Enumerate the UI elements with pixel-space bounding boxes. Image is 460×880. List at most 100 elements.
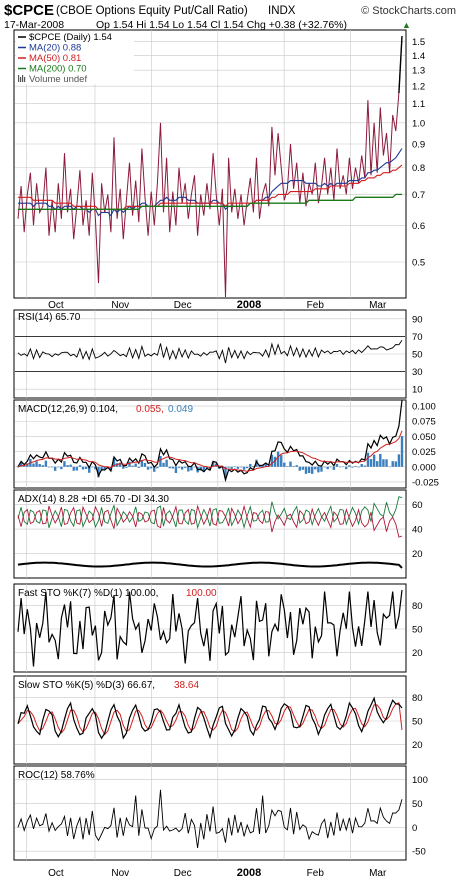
macd-histogram-bar [60,466,63,470]
macd-histogram-bar [301,466,305,470]
macd-histogram-bar [379,453,382,467]
macd-histogram-bar [165,459,168,467]
macd-histogram-bar [19,462,23,467]
macd-histogram-bar [382,459,385,467]
fast-sto-tick-label: 80 [412,601,423,612]
macd-histogram-bar [252,466,255,467]
macd-histogram-bar [323,466,326,468]
macd-histogram-bar [50,466,54,468]
macd-histogram-bar [298,466,302,471]
macd-histogram-bar [233,466,236,468]
macd-histogram-bar [400,436,404,467]
macd-histogram-bar [245,466,249,469]
rsi-tick-label: 50 [412,350,423,361]
macd-label: MACD(12,26,9) 0.104, [18,404,118,415]
macd-histogram-bar [156,466,159,469]
macd-histogram-bar [202,466,206,473]
macd-histogram-bar [208,466,212,470]
fast-sto-k-line [17,589,403,667]
adx-panel [13,489,407,579]
macd-histogram-bar [320,466,323,472]
macd-histogram-bar [125,466,128,468]
month-label: Oct [48,868,64,879]
exchange: INDX [268,5,296,17]
macd-histogram-bar [174,466,178,474]
macd-histogram-bar [385,459,388,467]
macd-histogram-bar [360,464,363,467]
slow-sto-tick-label: 50 [412,717,423,728]
legend-entry: $CPCE (Daily) 1.54 [29,32,112,43]
macd-histogram-bar [53,466,57,471]
month-label: Feb [307,868,325,879]
macd-histogram-bar [351,466,354,468]
roc-line [17,789,403,848]
macd-histogram-bar [103,466,106,471]
legend-volume-bars-icon [22,75,24,82]
macd-signal-label: 0.055, [136,404,164,415]
macd-histogram-bar [227,466,230,468]
macd-histogram-bar [314,466,317,470]
macd-histogram-bar [211,461,215,467]
macd-histogram-bar [118,462,122,467]
rsi-panel [13,309,407,399]
macd-histogram-bar [280,455,283,467]
price-tick-label: 1.3 [412,66,425,77]
macd-histogram-bar [391,461,394,467]
adx-label: ADX(14) 8.28 +DI 65.70 -DI 34.30 [18,494,169,505]
plus-di-line [17,496,403,530]
macd-tick-label: 0.050 [412,432,436,443]
legend-volume-bars-icon [18,75,20,82]
price-tick-label: 0.5 [412,257,425,268]
macd-histogram-bar [47,466,51,468]
macd-histogram-bar [332,466,336,470]
rsi-line [17,339,403,364]
roc-tick-label: -50 [412,847,426,858]
fast-sto-panel [13,583,407,673]
macd-histogram-bar [134,463,137,467]
macd-histogram-bar [177,466,181,468]
macd-histogram-bar [354,466,357,467]
macd-histogram-bar [369,459,373,467]
slow-sto-tick-label: 20 [412,740,423,751]
month-label: 2008 [237,299,261,311]
macd-hist-label: 0.049 [168,404,193,415]
macd-histogram-bar [190,466,193,471]
legend-entry: MA(20) 0.88 [29,43,81,54]
macd-histogram-bar [131,465,134,467]
quote-up-arrow-icon: ▲ [402,20,411,30]
macd-histogram-bar [329,466,332,468]
fast-sto-label: Fast STO %K(7) %D(1) 100.00, [18,588,158,599]
macd-histogram-bar [159,455,162,467]
macd-histogram-bar [310,466,314,474]
month-label: Nov [111,868,129,879]
macd-histogram-bar [137,466,140,468]
ma50-series-line [18,164,403,210]
macd-histogram-bar [97,466,100,478]
macd-histogram-bar [338,466,342,468]
macd-histogram-bar [242,466,246,470]
macd-panel [13,399,407,489]
price-tick-label: 1.4 [412,51,425,62]
macd-histogram-bar [295,465,298,467]
slow-sto-label: Slow STO %K(5) %D(3) 66.67, [18,680,155,691]
macd-tick-label: 0.100 [412,402,436,413]
macd-histogram-bar [162,462,165,467]
slow-sto-k-line [17,696,403,740]
macd-histogram-bar [236,466,240,469]
macd-histogram-bar [168,466,171,469]
roc-panel [13,765,407,861]
macd-histogram-bar [249,463,252,467]
macd-histogram-bar [180,466,184,470]
macd-histogram-bar [276,451,280,467]
quote-values: Op 1.54 Hi 1.54 Lo 1.54 Cl 1.54 Chg +0.3… [96,19,347,31]
tick-labels: 1.5 1.4 1.3 1.2 1.1 1.0 0.9 0.8 0.7 0.6 0.5 90 70 50 3… [412,37,439,858]
fast-sto-tick-label: 50 [412,625,423,636]
macd-histogram-bar [366,452,370,467]
macd-histogram-bar [264,463,267,467]
legend-background [16,32,134,84]
macd-histogram-bar [112,458,116,467]
price-tick-label: 0.9 [412,139,425,150]
price-tick-label: 0.6 [412,221,425,232]
macd-histogram-bar [149,466,153,469]
